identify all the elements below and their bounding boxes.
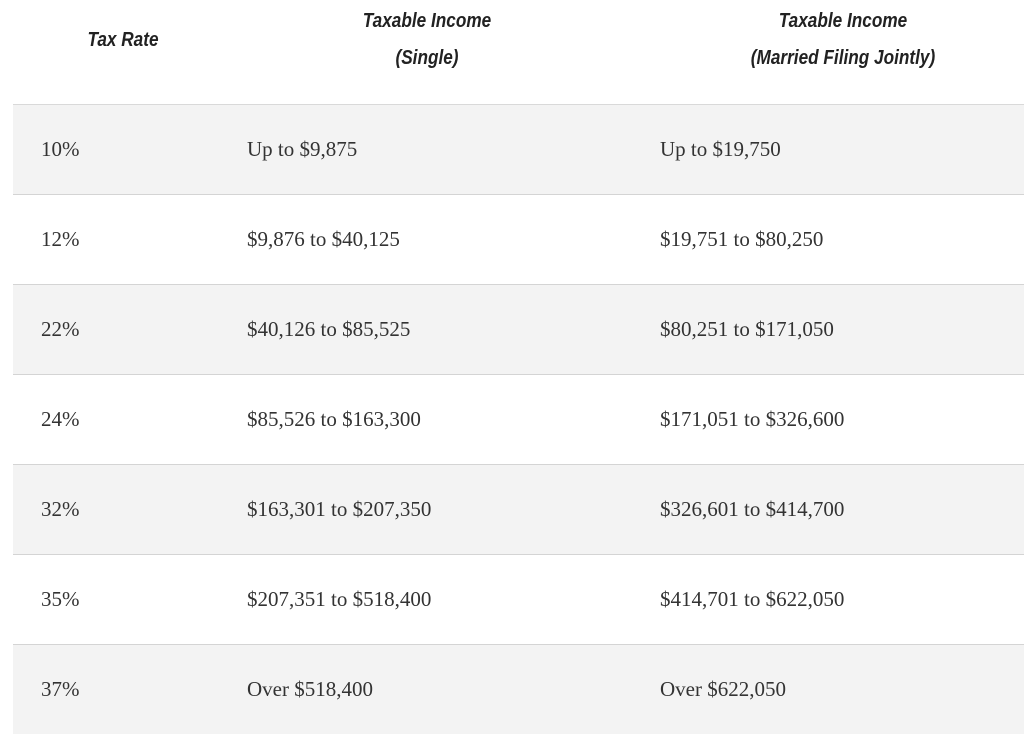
cell-tax-rate: 35% [41, 587, 80, 611]
cell-tax-rate: 22% [41, 317, 80, 341]
cell-income-single: $163,301 to $207,350 [247, 497, 432, 521]
cell-income-single: $85,526 to $163,300 [247, 407, 421, 431]
tax-bracket-table: Tax Rate Taxable Income (Single) Taxable… [13, 0, 1024, 734]
table-row: 12% $9,876 to $40,125 $19,751 to $80,250 [13, 195, 1024, 285]
header-tax-rate-line: Tax Rate [87, 29, 159, 51]
table-row: 22% $40,126 to $85,525 $80,251 to $171,0… [13, 285, 1024, 375]
cell-income-single: $207,351 to $518,400 [247, 587, 432, 611]
cell-tax-rate: 10% [41, 137, 80, 161]
table-row: 35% $207,351 to $518,400 $414,701 to $62… [13, 555, 1024, 645]
cell-income-married: $19,751 to $80,250 [660, 227, 824, 251]
cell-tax-rate: 24% [41, 407, 80, 431]
cell-income-single: Up to $9,875 [247, 137, 358, 161]
cell-income-married: Over $622,050 [660, 677, 786, 701]
header-taxable-income-single: Taxable Income (Single) [332, 3, 521, 77]
table-row: 37% Over $518,400 Over $622,050 [13, 645, 1024, 734]
header-taxable-income-married: Taxable Income (Married Filing Jointly) [723, 3, 964, 77]
table-header: Tax Rate Taxable Income (Single) Taxable… [13, 0, 1024, 105]
cell-income-single: Over $518,400 [247, 677, 373, 701]
cell-income-married: $326,601 to $414,700 [660, 497, 845, 521]
cell-income-single: $40,126 to $85,525 [247, 317, 411, 341]
cell-income-married: $80,251 to $171,050 [660, 317, 834, 341]
header-married-line-2: (Married Filing Jointly) [750, 47, 936, 69]
header-tax-rate: Tax Rate [46, 22, 201, 59]
cell-tax-rate: 37% [41, 677, 80, 701]
header-single-line-1: Taxable Income [362, 10, 492, 32]
cell-income-single: $9,876 to $40,125 [247, 227, 400, 251]
table-row: 32% $163,301 to $207,350 $326,601 to $41… [13, 465, 1024, 555]
table-row: 10% Up to $9,875 Up to $19,750 [13, 105, 1024, 195]
header-single-line-2: (Single) [395, 47, 459, 69]
cell-income-married: $414,701 to $622,050 [660, 587, 845, 611]
header-married-line-1: Taxable Income [778, 10, 908, 32]
cell-income-married: Up to $19,750 [660, 137, 781, 161]
table-row: 24% $85,526 to $163,300 $171,051 to $326… [13, 375, 1024, 465]
cell-income-married: $171,051 to $326,600 [660, 407, 845, 431]
cell-tax-rate: 32% [41, 497, 80, 521]
cell-tax-rate: 12% [41, 227, 80, 251]
